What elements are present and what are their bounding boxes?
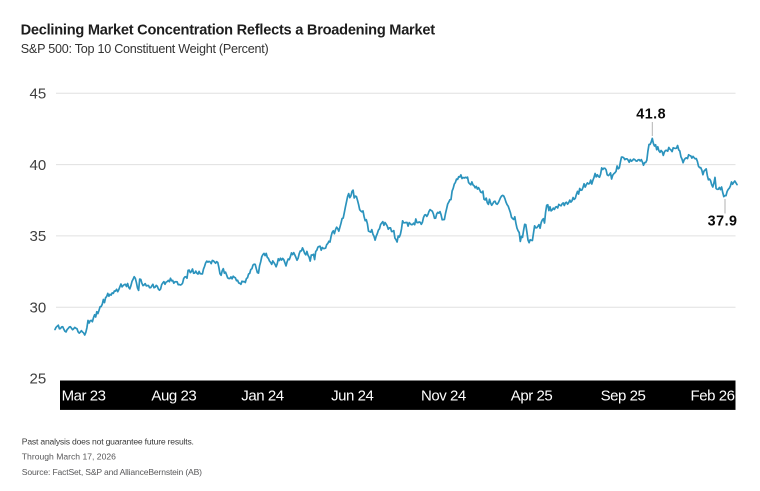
svg-text:Nov 24: Nov 24 xyxy=(421,387,466,404)
svg-text:30: 30 xyxy=(30,299,47,316)
svg-text:Jun 24: Jun 24 xyxy=(331,387,373,404)
svg-text:Apr 25: Apr 25 xyxy=(511,387,553,404)
svg-text:40: 40 xyxy=(30,157,47,174)
svg-text:45: 45 xyxy=(30,86,47,103)
svg-text:35: 35 xyxy=(30,228,47,245)
svg-text:41.8: 41.8 xyxy=(636,107,666,123)
svg-text:Aug 23: Aug 23 xyxy=(151,387,196,404)
svg-text:Feb 26: Feb 26 xyxy=(691,387,735,404)
svg-text:Through March 17, 2026: Through March 17, 2026 xyxy=(22,452,116,462)
svg-text:25: 25 xyxy=(30,371,47,388)
svg-text:S&P 500: Top 10 Constituent We: S&P 500: Top 10 Constituent Weight (Perc… xyxy=(21,42,269,56)
svg-text:Mar 23: Mar 23 xyxy=(62,387,106,404)
svg-text:Declining Market Concentration: Declining Market Concentration Reflects … xyxy=(21,23,436,39)
svg-text:Sep 25: Sep 25 xyxy=(601,387,646,404)
svg-text:Past analysis does not guarant: Past analysis does not guarantee future … xyxy=(22,436,194,446)
svg-text:Source: FactSet, S&P and Allia: Source: FactSet, S&P and AllianceBernste… xyxy=(22,467,202,477)
svg-text:37.9: 37.9 xyxy=(708,214,738,230)
svg-text:Jan 24: Jan 24 xyxy=(241,387,283,404)
